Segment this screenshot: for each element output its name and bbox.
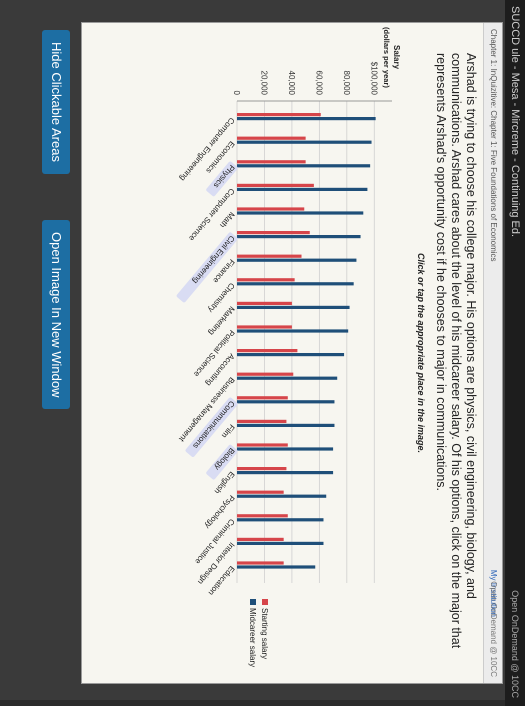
bar-midcareer-business-management [237,376,338,380]
bar-starting-marketing [236,301,292,305]
category-film: Film [220,423,237,441]
brand-text: SUCCD ule - Mesa - Mircreme - Continuing… [509,6,521,238]
bar-midcareer-film [237,423,335,427]
clickable-area-highlight[interactable] [185,397,239,458]
bar-midcareer-math [237,211,364,215]
y-tick-label: 0 [232,91,241,96]
bar-starting-finance [237,254,302,258]
bar-starting-psychology [237,490,284,494]
bar-starting-accounting [237,349,298,353]
y-axis-label-line1: Salary [392,45,401,70]
bar-midcareer-biology [237,447,334,451]
bar-midcareer-chemistry [237,282,354,286]
bar-midcareer-physics [237,164,371,168]
bar-starting-education [237,561,284,565]
bar-midcareer-communications [237,400,335,404]
bar-starting-political-science [236,325,292,329]
bar-starting-film [237,419,287,423]
category-math: Math [218,210,236,229]
bar-midcareer-marketing [237,305,350,309]
y-tick-label: 20,000 [259,71,268,96]
top-right-text: Open OnDemand @ 10CC [510,590,520,698]
bar-midcareer-interior-design [237,541,324,545]
bar-starting-economics [237,136,306,140]
bar-midcareer-finance [237,258,357,262]
breadcrumb[interactable]: Chapter 1: InQuizitive: Chapter 1: Five … [489,29,498,262]
salary-bar-chart[interactable]: Salary(dollars per year) 0 20,000 40,000 60,… [87,23,412,683]
bar-starting-math [237,207,305,211]
bar-midcareer-education [237,565,316,569]
clickable-area-highlight[interactable] [205,444,238,480]
bar-starting-computer-engineering [237,113,321,117]
legend-swatch [262,599,268,605]
legend-swatch [250,599,256,605]
y-axis-label-line2: (dollars per year) [382,27,391,88]
instruction-text: Click or tap the appropriate place in th… [416,252,426,454]
bar-midcareer-computer-science [237,187,368,192]
panel-header: Chapter 1: InQuizitive: Chapter 1: Five … [483,23,502,683]
bar-starting-communications [237,396,288,400]
category-label: Biology [213,446,237,472]
legend-label: Starting salary [260,608,269,659]
bar-starting-biology [237,443,288,447]
hide-clickable-areas-button[interactable]: Hide Clickable Areas [42,30,70,174]
bar-midcareer-accounting [237,353,345,357]
open-image-button[interactable]: Open Image In New Window [42,220,70,410]
question-panel: Chapter 1: InQuizitive: Chapter 1: Five … [81,22,503,684]
clickable-area-highlight[interactable] [176,232,239,304]
category-label: Math [218,210,236,229]
bar-midcareer-criminal-justice [237,518,324,522]
y-tick-label: $100,000 [369,62,378,96]
bar-starting-interior-design [237,537,284,541]
bar-midcareer-civil-engineering [237,235,361,239]
legend-label: Midcareer salary [248,608,257,667]
y-tick-label: 40,000 [287,71,296,96]
bar-starting-civil-engineering [237,231,310,235]
bar-starting-criminal-justice [237,514,288,518]
category-label: Film [220,423,237,441]
browser-top-strip: SUCCD ule - Mesa - Mircreme - Continuing… [505,0,525,706]
bar-midcareer-economics [237,140,372,144]
y-tick-label: 80,000 [342,71,351,96]
y-tick-label: 60,000 [314,71,323,96]
bar-midcareer-computer-engineering [236,117,376,121]
bar-starting-chemistry [237,278,295,282]
question-text: Arshad is trying to choose his college m… [434,53,478,649]
bar-starting-business-management [236,372,294,376]
bar-midcareer-political-science [237,329,349,333]
bar-midcareer-psychology [237,494,327,498]
bar-starting-english [237,467,287,471]
bar-starting-physics [237,160,306,164]
bar-starting-computer-science [237,183,314,188]
open-ondemand-link[interactable]: Open OnDemand @ 10CC [489,581,498,677]
clickable-area-highlight[interactable] [205,161,238,197]
bar-midcareer-english [237,471,334,475]
